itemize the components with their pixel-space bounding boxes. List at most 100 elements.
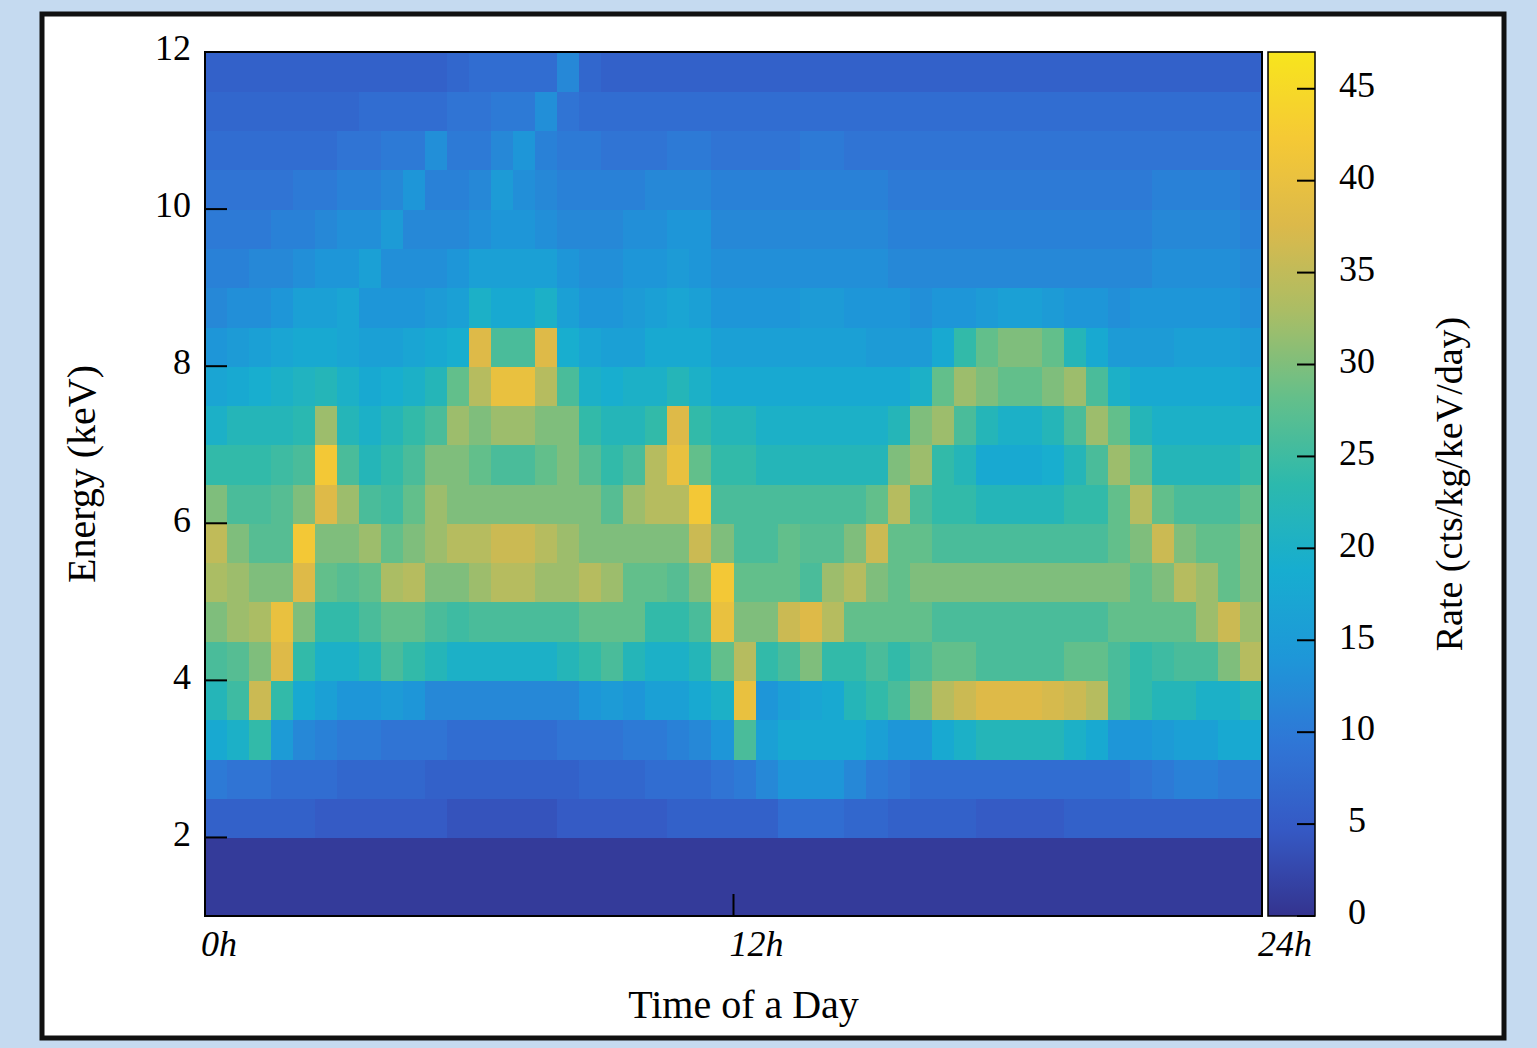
cell <box>293 484 316 524</box>
cell <box>315 680 338 720</box>
cells <box>205 52 1262 916</box>
cell <box>271 877 294 916</box>
cell <box>1196 405 1219 445</box>
cell <box>293 170 316 210</box>
cell <box>1086 131 1109 171</box>
cell <box>844 405 867 445</box>
cell <box>689 131 712 171</box>
cell <box>866 680 889 720</box>
cell <box>756 170 779 210</box>
cell <box>932 405 955 445</box>
cell <box>998 798 1021 838</box>
cell <box>381 602 404 642</box>
cell <box>205 131 228 171</box>
y-tick-label: 10 <box>155 185 191 225</box>
cell <box>249 131 272 171</box>
cell <box>888 445 911 485</box>
cell <box>1020 405 1043 445</box>
cell <box>293 327 316 367</box>
cell <box>822 288 845 328</box>
cell <box>1130 523 1153 563</box>
cell <box>381 170 404 210</box>
cell <box>866 877 889 916</box>
cell <box>1086 484 1109 524</box>
cell <box>579 131 602 171</box>
cell <box>1218 602 1241 642</box>
cell <box>249 91 272 131</box>
cell <box>667 405 690 445</box>
cell <box>910 798 933 838</box>
cell <box>844 798 867 838</box>
cell <box>271 366 294 406</box>
cell <box>359 131 382 171</box>
cell <box>1240 366 1262 406</box>
cell <box>469 91 492 131</box>
cell <box>1042 680 1065 720</box>
cell <box>778 798 801 838</box>
colorbar-tick-label: 20 <box>1339 525 1375 565</box>
cell <box>249 641 272 681</box>
cell <box>844 523 867 563</box>
cell <box>205 759 228 799</box>
cell <box>800 209 823 249</box>
cell <box>579 288 602 328</box>
cell <box>1152 170 1175 210</box>
cell <box>425 131 448 171</box>
cell <box>734 131 757 171</box>
cell <box>1174 288 1197 328</box>
cell <box>822 209 845 249</box>
y-tick <box>205 679 227 681</box>
cell <box>932 877 955 916</box>
cell <box>557 248 580 288</box>
cell <box>734 523 757 563</box>
cell <box>954 288 977 328</box>
cell <box>381 52 404 92</box>
cell <box>954 720 977 760</box>
cell <box>1042 91 1065 131</box>
cell <box>1042 288 1065 328</box>
cell <box>601 641 624 681</box>
cell <box>535 52 558 92</box>
cell <box>689 641 712 681</box>
cell <box>557 641 580 681</box>
cell <box>1064 798 1087 838</box>
cell <box>910 837 933 877</box>
cell <box>271 798 294 838</box>
cell <box>205 641 228 681</box>
cell <box>910 641 933 681</box>
cell <box>1152 405 1175 445</box>
cell <box>822 798 845 838</box>
cell <box>425 759 448 799</box>
colorbar-tick <box>1297 823 1315 825</box>
cell <box>954 445 977 485</box>
cell <box>844 641 867 681</box>
cell <box>469 523 492 563</box>
cell <box>359 798 382 838</box>
colorbar-tick-label: 25 <box>1339 433 1375 473</box>
cell <box>579 405 602 445</box>
cell <box>359 52 382 92</box>
cell <box>888 798 911 838</box>
cell <box>734 170 757 210</box>
cell <box>910 445 933 485</box>
cell <box>800 680 823 720</box>
cell <box>447 523 470 563</box>
cell <box>888 366 911 406</box>
cell <box>337 641 360 681</box>
cell <box>976 52 999 92</box>
cell <box>932 52 955 92</box>
x-tick-label: 12h <box>730 924 784 964</box>
cell <box>513 523 536 563</box>
cell <box>954 484 977 524</box>
cell <box>822 445 845 485</box>
cell <box>756 798 779 838</box>
cell <box>227 131 250 171</box>
cell <box>1064 720 1087 760</box>
cell <box>337 877 360 916</box>
cell <box>227 837 250 877</box>
y-tick-label: 12 <box>155 28 191 68</box>
cell <box>315 641 338 681</box>
colorbar-tick <box>1297 364 1315 366</box>
cell <box>601 484 624 524</box>
cell <box>337 405 360 445</box>
